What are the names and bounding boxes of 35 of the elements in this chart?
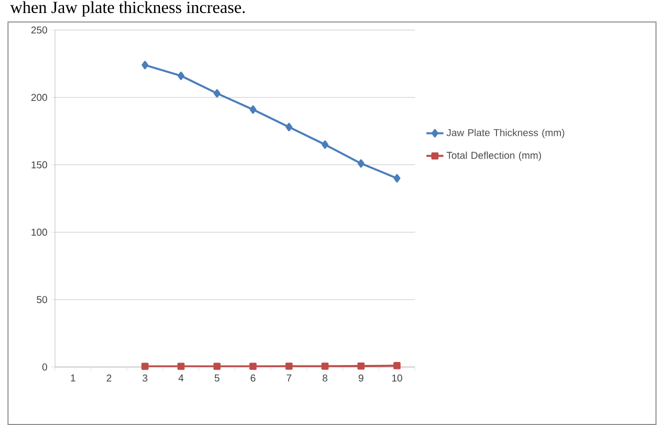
x-tick-label: 4 [178,374,184,382]
x-tick-label: 5 [214,374,220,382]
x-tick-label: 7 [286,374,292,382]
y-tick-label: 100 [32,228,48,236]
point [249,362,257,370]
x-tick-label: 9 [358,374,364,382]
point [321,362,329,370]
point [178,72,184,80]
legend-label: Jaw Plate Thickness (mm) [446,128,564,138]
point [285,362,293,370]
point [141,362,149,370]
x-tick-label: 2 [106,374,112,382]
x-tick-label: 3 [142,374,148,382]
y-tick-label: 250 [31,26,48,34]
point [322,140,328,149]
x-tick-label: 8 [322,374,328,382]
point [394,174,400,182]
point [286,122,292,132]
point [177,362,185,370]
y-tick-label: 150 [32,161,48,168]
y-tick-label: 200 [31,94,48,101]
x-tick-label: 6 [250,374,256,382]
point [142,60,148,70]
y-tick-label: 50 [36,296,48,304]
x-tick-label: 10 [392,374,402,382]
y-tick-label: 0 [42,363,48,371]
point [250,105,256,114]
x-tick-label: 1 [71,374,76,382]
legend-label: Total Deflection (mm) [446,152,541,161]
text: when Jaw plate thickness increase. [10,1,245,17]
point [393,362,401,370]
point [357,362,365,370]
point [358,159,364,168]
point [214,89,220,98]
point [213,362,221,370]
